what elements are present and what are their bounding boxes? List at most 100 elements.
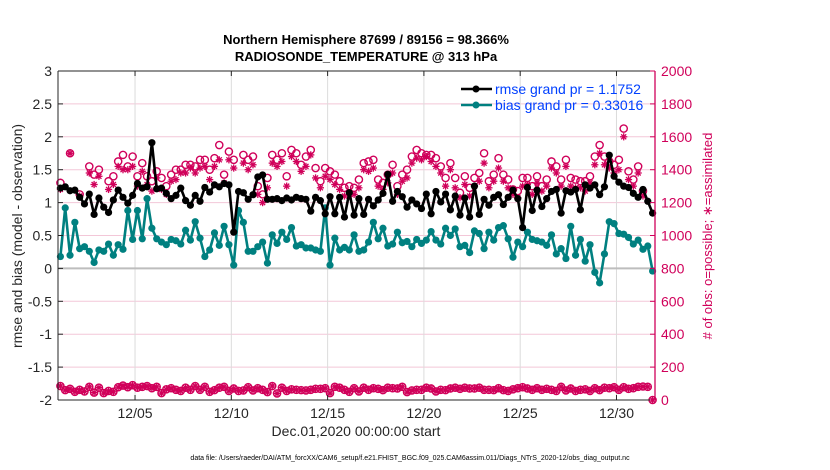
- obs-asterisk-stroke: [230, 165, 237, 172]
- bias-point: [393, 228, 402, 236]
- obs-circle: [137, 158, 147, 168]
- obs-asterisk-stroke: [264, 389, 271, 396]
- bias-point: [408, 243, 416, 251]
- obs-assimilated-marker: [441, 182, 450, 190]
- obs-possible-marker: [441, 173, 450, 183]
- obs-assimilated-marker: [485, 184, 493, 192]
- obs-count-marker: [162, 385, 171, 394]
- obs-asterisk-stroke: [182, 384, 189, 391]
- y2-tick-label: 1000: [661, 228, 692, 244]
- obs-circle: [450, 173, 460, 183]
- obs-asterisk-stroke: [86, 170, 93, 176]
- bias-point: [581, 257, 589, 265]
- obs-count-marker: [267, 381, 277, 391]
- obs-asterisk-stroke: [375, 183, 382, 190]
- obs-circle: [224, 147, 234, 156]
- obs-possible-marker: [133, 171, 142, 181]
- obs-assimilated-marker: [206, 175, 214, 184]
- obs-asterisk-stroke: [370, 165, 377, 172]
- obs-asterisk-stroke: [240, 160, 247, 167]
- obs-asterisk-stroke: [408, 160, 415, 167]
- obs-possible-marker: [494, 153, 503, 163]
- bias-point: [331, 234, 339, 242]
- obs-count-marker: [455, 384, 465, 394]
- legend-bias-label: bias grand pr = 0.33016: [495, 97, 643, 113]
- obs-possible-marker: [479, 148, 489, 158]
- obs-asterisk-stroke: [601, 161, 608, 168]
- obs-circle: [402, 165, 412, 174]
- obs-asterisk-stroke: [341, 386, 348, 393]
- obs-asterisk-stroke: [428, 158, 435, 165]
- bias-point: [437, 240, 445, 248]
- bias-point: [567, 222, 575, 230]
- rmse-point: [393, 187, 402, 196]
- obs-assimilated-marker: [620, 133, 628, 141]
- obs-circle: [171, 165, 181, 174]
- obs-possible-marker: [619, 124, 629, 133]
- rmse-point: [523, 183, 532, 192]
- rmse-point: [519, 224, 527, 232]
- y-tick-label: -1: [40, 326, 53, 342]
- obs-possible-marker: [181, 160, 190, 170]
- bias-point: [634, 236, 642, 244]
- obs-asterisk-stroke: [567, 183, 574, 190]
- obs-asterisk-stroke: [442, 183, 449, 190]
- obs-asterisk-stroke: [457, 194, 463, 201]
- y-tick-label: -0.5: [28, 293, 52, 309]
- obs-asterisk-stroke: [124, 166, 131, 173]
- y-tick-label: 0: [44, 260, 52, 276]
- y2-tick-label: 2000: [661, 63, 692, 79]
- bias-point: [191, 218, 199, 226]
- obs-assimilated-marker: [201, 162, 209, 171]
- obs-asterisk-stroke: [302, 163, 309, 170]
- bias-point: [124, 206, 132, 215]
- bias-point: [403, 237, 411, 246]
- obs-circle: [595, 140, 604, 150]
- rmse-point: [143, 183, 151, 191]
- rmse-point: [624, 183, 633, 192]
- data-file-footnote: data file: /Users/raeder/DAI/ATM_forcXX/…: [190, 455, 630, 462]
- y-tick-label: 2: [44, 129, 52, 145]
- obs-asterisk-stroke: [481, 160, 488, 167]
- obs-count-marker: [190, 381, 200, 391]
- bias-point: [629, 240, 637, 248]
- obs-possible-marker: [518, 173, 527, 183]
- rmse-point: [466, 213, 474, 221]
- obs-asterisk-stroke: [269, 383, 276, 389]
- obs-assimilated-marker: [336, 185, 344, 194]
- obs-possible-marker: [460, 171, 470, 181]
- obs-possible-marker: [171, 165, 181, 174]
- obs-asterisk-stroke: [76, 386, 83, 393]
- obs-circle: [292, 148, 301, 158]
- obs-asterisk-stroke: [153, 383, 160, 390]
- rmse-point: [364, 195, 373, 203]
- bias-point: [90, 258, 98, 267]
- obs-asterisk-stroke: [418, 156, 425, 163]
- obs-circle: [248, 152, 258, 161]
- obs-circle: [219, 170, 229, 179]
- obs-asterisk-stroke: [538, 188, 545, 195]
- bias-point: [644, 242, 652, 250]
- rmse-point: [259, 171, 267, 179]
- obs-assimilated-marker: [230, 164, 238, 172]
- obs-assimilated-marker: [369, 164, 377, 172]
- obs-circle: [335, 176, 344, 186]
- rmse-point: [441, 190, 450, 198]
- bias-point: [389, 240, 397, 248]
- rmse-point: [634, 193, 642, 201]
- obs-assimilated-marker: [239, 159, 247, 167]
- obs-assimilated-marker: [138, 167, 146, 175]
- bias-point: [104, 240, 113, 248]
- obs-count-marker: [263, 387, 272, 397]
- rmse-point: [639, 185, 647, 194]
- obs-asterisk-stroke: [129, 163, 136, 170]
- rmse-point: [475, 210, 483, 219]
- obs-asterisk-stroke: [245, 166, 252, 173]
- rmse-point: [360, 210, 368, 219]
- obs-possible-marker: [195, 155, 205, 165]
- bias-point: [177, 240, 185, 248]
- obs-asterisk-stroke: [327, 390, 333, 397]
- rmse-point: [432, 187, 440, 196]
- obs-count-marker: [508, 385, 518, 394]
- obs-count-marker: [523, 384, 532, 393]
